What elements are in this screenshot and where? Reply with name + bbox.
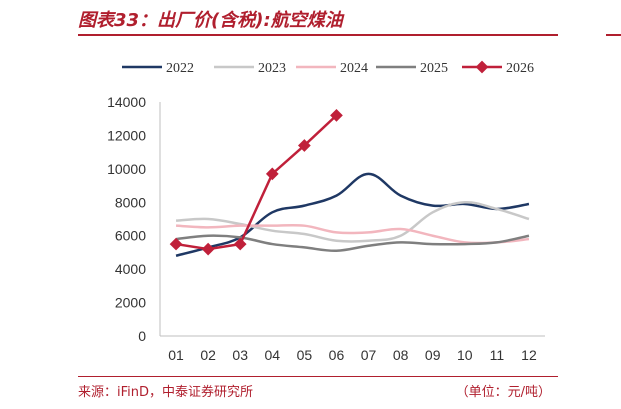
x-tick-label: 01 (168, 347, 184, 363)
y-tick-label: 14000 (107, 94, 146, 110)
y-tick-label: 2000 (115, 295, 146, 311)
y-tick-label: 4000 (115, 261, 146, 277)
data-point-2026 (330, 109, 343, 122)
data-point-2026 (201, 242, 215, 256)
series-line-2025 (175, 234, 530, 253)
legend-label-2026: 2026 (506, 61, 534, 76)
unit-note: （单位：元/吨） (455, 385, 551, 400)
footer-rule (78, 376, 558, 377)
data-point-2026 (233, 237, 247, 251)
x-tick-label: 06 (329, 347, 345, 363)
series-line-2024 (175, 223, 530, 245)
x-tick-label: 07 (361, 347, 377, 363)
series-line-2026 (175, 114, 338, 251)
x-tick-label: 10 (457, 347, 473, 363)
legend-label-2023: 2023 (258, 61, 286, 76)
x-tick-label: 09 (425, 347, 441, 363)
y-tick-label: 8000 (115, 194, 146, 210)
x-tick-label: 02 (200, 347, 216, 363)
source-note: 来源：iFinD，中泰证券研究所 (78, 385, 254, 400)
x-tick-label: 11 (490, 347, 505, 363)
edge-rule (606, 34, 621, 36)
y-tick-label: 0 (138, 328, 146, 344)
x-tick-label: 03 (232, 347, 248, 363)
data-point-2026 (265, 167, 279, 181)
data-point-2026 (298, 139, 311, 152)
y-tick-label: 12000 (107, 127, 146, 143)
x-tick-label: 04 (265, 347, 281, 363)
legend-label-2024: 2024 (340, 61, 368, 76)
chart-title: 图表33：出厂价(含税):航空煤油 (78, 10, 343, 31)
y-tick-label: 6000 (115, 228, 146, 244)
series-line-2023 (175, 201, 530, 243)
legend-marker-2026 (475, 60, 489, 74)
legend-label-2022: 2022 (166, 61, 194, 76)
y-tick-label: 10000 (107, 161, 146, 177)
x-tick-label: 12 (521, 347, 537, 363)
legend-label-2025: 2025 (420, 61, 448, 76)
x-tick-label: 08 (393, 347, 409, 363)
title-bar: 图表33：出厂价(含税):航空煤油 (78, 4, 558, 36)
data-point-2026 (169, 237, 183, 251)
x-tick-label: 05 (297, 347, 313, 363)
series-line-2022 (175, 172, 530, 257)
